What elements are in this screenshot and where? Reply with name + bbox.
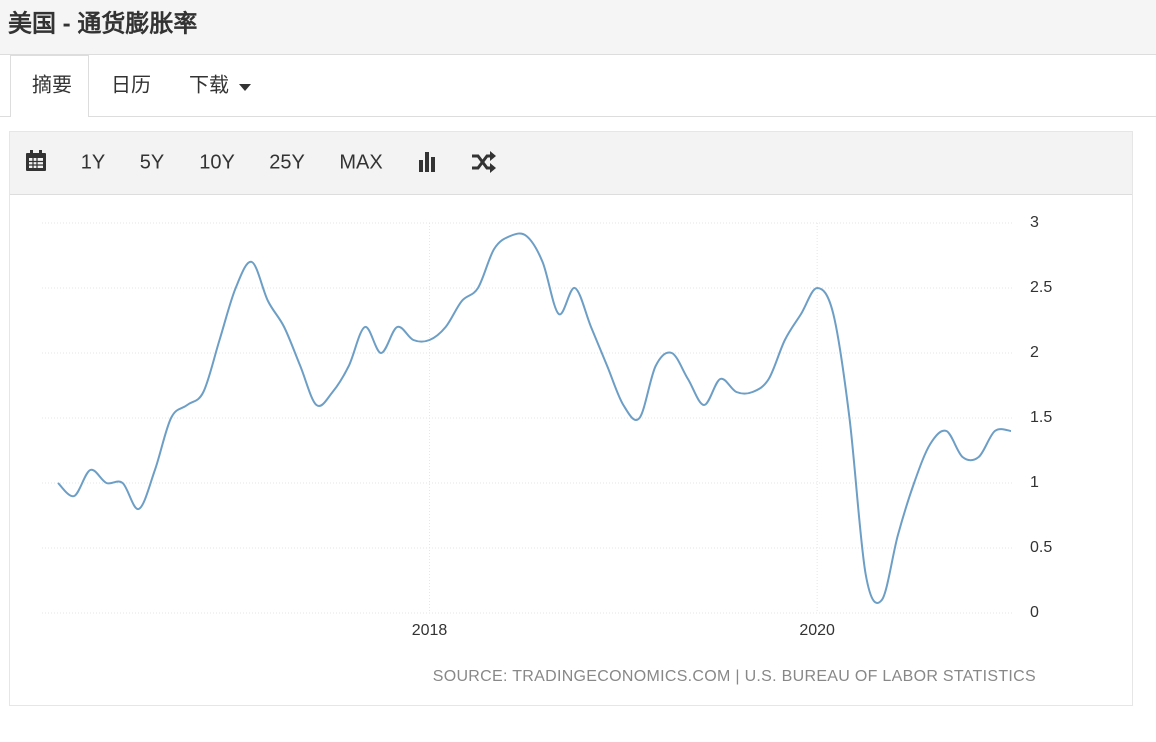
tab[interactable]: 日历: [111, 74, 151, 96]
y-tick-label: 0: [1030, 604, 1039, 621]
range-button[interactable]: 25Y: [269, 151, 305, 173]
active-tab: [10, 55, 89, 117]
range-button[interactable]: 5Y: [140, 151, 164, 173]
x-tick-label: 2020: [799, 622, 835, 639]
y-tick-label: 2: [1030, 344, 1039, 361]
toolbar: [10, 132, 1132, 194]
range-button[interactable]: 10Y: [199, 151, 235, 173]
calendar-icon[interactable]: [26, 150, 46, 171]
data-line: [57, 232, 1012, 604]
tab[interactable]: 摘要: [32, 73, 72, 96]
bar-chart-icon[interactable]: [419, 152, 435, 172]
source-note: SOURCE: TRADINGECONOMICS.COM | U.S. BURE…: [433, 668, 1036, 685]
range-button[interactable]: MAX: [339, 151, 382, 173]
y-tick-label: 2.5: [1030, 279, 1052, 296]
y-tick-label: 0.5: [1030, 539, 1052, 556]
y-tick-label: 1: [1030, 474, 1039, 491]
y-tick-label: 1.5: [1030, 409, 1052, 426]
range-button[interactable]: 1Y: [81, 151, 105, 173]
active-tab-gap: [11, 115, 88, 118]
dropdown-caret: [239, 84, 251, 91]
page-title: 美国 - 通货膨胀率: [8, 9, 197, 37]
tab[interactable]: 下载: [189, 73, 229, 96]
header-bar: [0, 0, 1156, 54]
x-tick-label: 2018: [412, 622, 448, 639]
y-tick-label: 3: [1030, 214, 1039, 231]
shuffle-icon[interactable]: [472, 151, 496, 173]
